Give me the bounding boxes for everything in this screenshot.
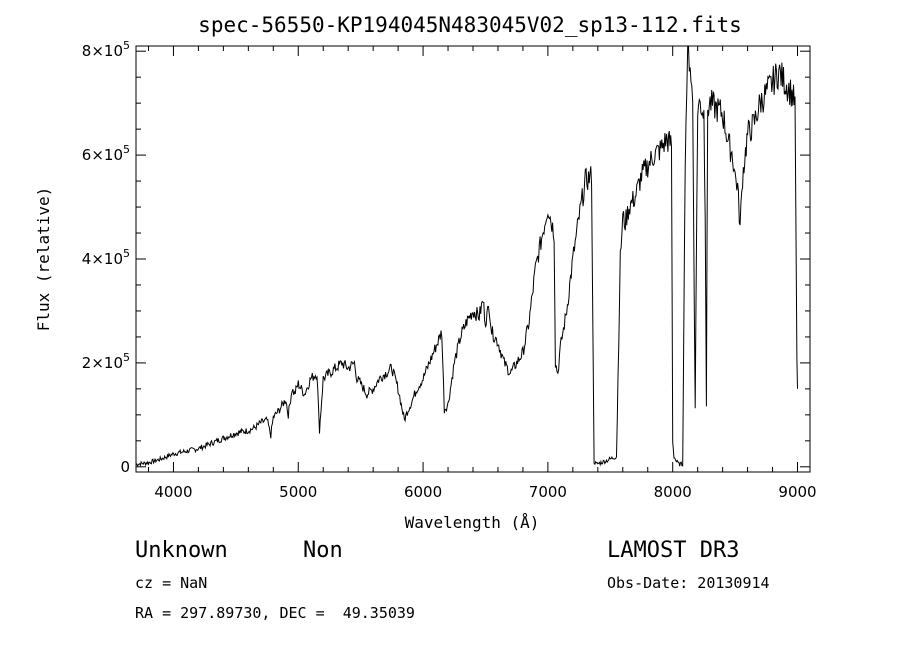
x-axis-label: Wavelength (Å)	[405, 513, 540, 532]
y-tick-label: 2×105	[82, 351, 130, 372]
y-tick-label: 8×105	[82, 39, 130, 60]
x-tick-label: 8000	[654, 483, 692, 501]
axis-ticks	[136, 46, 810, 472]
x-tick-label: 6000	[404, 483, 442, 501]
x-tick-label: 9000	[778, 483, 816, 501]
tick-labels: 4000 5000 6000 7000 8000 9000 0 2×105 4×105 6×105…	[82, 39, 817, 501]
object-class: Unknown	[135, 538, 228, 563]
redshift-cz: cz = NaN	[135, 574, 208, 592]
x-tick-label: 7000	[529, 483, 567, 501]
y-tick-label: 6×105	[82, 143, 130, 164]
observation-date: Obs-Date: 20130914	[607, 574, 770, 592]
coordinates: RA = 297.89730, DEC = 49.35039	[135, 604, 415, 622]
survey-name: LAMOST DR3	[607, 538, 740, 563]
chart-title: spec-56550-KP194045N483045V02_sp13-112.f…	[198, 13, 742, 37]
y-tick-label: 4×105	[82, 247, 130, 268]
x-tick-label: 5000	[279, 483, 317, 501]
y-axis-label: Flux (relative)	[34, 187, 53, 332]
x-tick-label: 4000	[154, 483, 192, 501]
object-subclass: Non	[303, 538, 343, 563]
series-line	[135, 45, 798, 468]
y-tick-label: 0	[120, 458, 130, 476]
